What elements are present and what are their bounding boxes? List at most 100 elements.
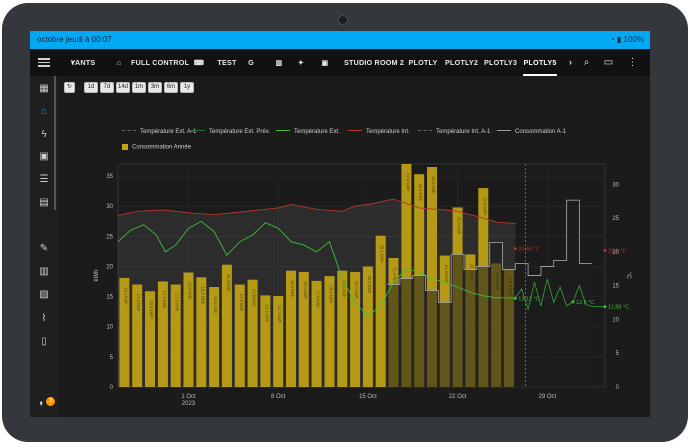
- y-tick-label-left: 10: [106, 325, 113, 331]
- chevron-left-icon[interactable]: ‹: [71, 57, 74, 67]
- range-button-7d[interactable]: 7d: [100, 82, 114, 93]
- bar: [273, 296, 284, 387]
- range-button-1y[interactable]: 1y: [180, 82, 194, 93]
- tab-keyboard-icon[interactable]: ⌨: [192, 49, 206, 76]
- bell-icon[interactable]: ◖: [38, 398, 45, 409]
- bar: [324, 276, 335, 387]
- bar-chart-icon: ▥: [275, 58, 283, 67]
- camera-box-icon: ▣: [321, 58, 329, 67]
- notification-badge: 3: [46, 397, 55, 406]
- bar-value-label: 37,0 kWh: [405, 173, 410, 191]
- tab-label: TEST: [217, 58, 237, 67]
- tab-plotly5[interactable]: PLOTLY5: [523, 49, 557, 76]
- keyboard-icon: ⌨: [193, 58, 205, 67]
- bar-value-label: 19,0 kWh: [188, 282, 193, 300]
- legend-item[interactable]: Consommation A-1: [497, 129, 566, 135]
- tab-label: PLOTLY: [408, 58, 438, 67]
- energy-chart: 0 5 10 15 20 25 30 35 0 5 10 15 20 25 30 kWh °C 1 Oct2023…: [94, 163, 631, 407]
- history-icon[interactable]: ⌇: [41, 313, 47, 324]
- bar-value-label: 17,6 kWh: [316, 290, 321, 308]
- sidebar-scrollbar[interactable]: [54, 76, 56, 210]
- bar: [427, 167, 437, 387]
- bar: [119, 277, 130, 387]
- tab-test[interactable]: TEST: [216, 49, 238, 76]
- legend-item[interactable]: Température Ext.: [276, 129, 340, 135]
- range-button-6m[interactable]: 6m: [164, 82, 178, 93]
- wrench-icon[interactable]: ✎: [39, 243, 49, 254]
- annotation-marker: [571, 300, 575, 304]
- search-icon[interactable]: ⌕: [583, 57, 590, 68]
- chevron-right-icon[interactable]: ›: [569, 57, 572, 67]
- bar-value-label: 20,3 kWh: [226, 274, 231, 292]
- bar-value-label: 35,3 kWh: [418, 183, 423, 201]
- blank-icon[interactable]: [37, 219, 51, 233]
- puzzle-icon: ✦: [297, 58, 305, 67]
- form-icon[interactable]: ▧: [39, 289, 49, 300]
- bar: [337, 270, 348, 387]
- bar: [132, 284, 143, 387]
- legend-item[interactable]: Température Ext. A-1: [122, 129, 196, 135]
- notes-icon[interactable]: ▯: [41, 336, 47, 347]
- more-vert-icon[interactable]: ⋮: [627, 57, 638, 68]
- menu-icon[interactable]: [38, 56, 50, 68]
- legend-item[interactable]: Température Ext. Prév.: [191, 129, 270, 135]
- range-button-1d[interactable]: 1d: [84, 82, 98, 93]
- list-icon[interactable]: ☰: [39, 174, 49, 185]
- bar-value-label: 16,6 kWh: [213, 296, 218, 314]
- y-tick-label-right: 25: [612, 216, 619, 222]
- legend-swatch: [122, 144, 128, 150]
- bar: [157, 281, 168, 387]
- y-tick-label-left: 15: [106, 295, 113, 301]
- reset-zoom-icon[interactable]: ↻: [64, 82, 75, 93]
- bar-value-label: 29,8 kWh: [457, 217, 462, 235]
- legend-item[interactable]: Consommation Année: [122, 144, 191, 151]
- calendar-icon[interactable]: ▤: [39, 197, 49, 208]
- range-button-3m[interactable]: 3m: [148, 82, 162, 93]
- tab-puzzle-icon[interactable]: ✦: [294, 49, 308, 76]
- screen: octobre jeudi à 00:07 ◔ ▮ 100% ‹ YANTS ⌂ F…: [30, 31, 650, 417]
- bar-value-label: 15,9 kWh: [149, 300, 154, 318]
- tab-bar-chart-icon[interactable]: ▥: [272, 49, 286, 76]
- tab-camera-box-icon[interactable]: ▣: [318, 49, 332, 76]
- tab-yants[interactable]: YANTS: [68, 49, 98, 76]
- annotation-label: 11,88 °C: [608, 305, 629, 311]
- y-tick-label-left: 5: [110, 355, 114, 361]
- tab-plotly3[interactable]: PLOTLY3: [484, 49, 517, 76]
- y-tick-label-left: 30: [106, 204, 113, 210]
- legend-swatch: [122, 130, 136, 132]
- tab-studio-room-2[interactable]: STUDIO ROOM 2: [344, 49, 404, 76]
- conso-a1-area: [387, 200, 593, 387]
- legend-item[interactable]: Température Int.: [348, 129, 410, 135]
- legend-item[interactable]: Température Int. A-1: [418, 129, 490, 135]
- bar: [350, 271, 361, 387]
- tablet-frame: octobre jeudi à 00:07 ◔ ▮ 100% ‹ YANTS ⌂ F…: [2, 3, 688, 442]
- energy-icon[interactable]: ϟ: [41, 129, 47, 140]
- chat-icon[interactable]: ▭: [603, 57, 614, 68]
- bar: [298, 271, 309, 387]
- bar-value-label: 17,0 kWh: [239, 294, 244, 312]
- bar: [260, 295, 271, 387]
- status-bar: octobre jeudi à 00:07 ◔ ▮ 100%: [30, 31, 650, 49]
- notifications-panel-icon[interactable]: ▣: [39, 151, 49, 162]
- temp-prev-line: [514, 278, 605, 311]
- tab-plotly[interactable]: PLOTLY: [408, 49, 438, 76]
- home-icon[interactable]: ⌂: [40, 106, 48, 117]
- dashboard-icon[interactable]: ▦: [39, 83, 49, 94]
- bar-value-label: 17,0 kWh: [175, 294, 180, 312]
- annotation-marker: [603, 305, 607, 309]
- tab-plotly2[interactable]: PLOTLY2: [445, 49, 478, 76]
- annotation-label: 20,2 °C: [608, 248, 626, 254]
- tab-full-control[interactable]: FULL CONTROL: [131, 49, 189, 76]
- range-button-14d[interactable]: 14d: [116, 82, 130, 93]
- y-tick-label-right: 10: [612, 317, 619, 323]
- legend-swatch: [497, 130, 511, 132]
- tab-garage-icon[interactable]: ⌂: [112, 49, 126, 76]
- range-button-1m[interactable]: 1m: [132, 82, 146, 93]
- y-tick-label-left: 35: [106, 174, 113, 180]
- bar-value-label: 18,2 kWh: [200, 286, 205, 304]
- tab-google-icon[interactable]: G: [244, 49, 258, 76]
- x-tick-label: 8 Oct: [271, 394, 286, 400]
- conso-a1-line: [387, 199, 593, 304]
- main-content: ↻ 1d 7d 14d 1m 3m 6m 1y Température Ext. A-1 Te…: [58, 76, 650, 417]
- logbook-icon[interactable]: ▥: [39, 266, 49, 277]
